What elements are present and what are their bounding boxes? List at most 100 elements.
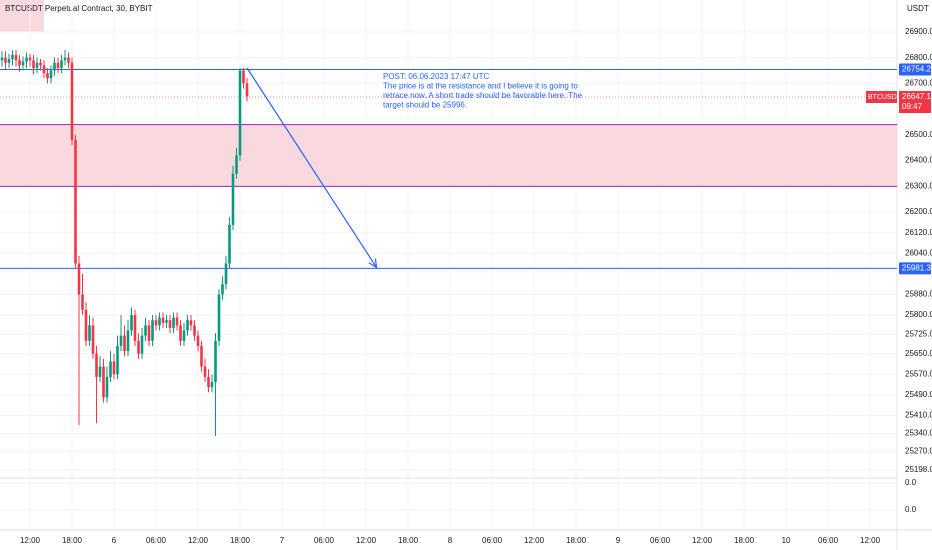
currency: USDT: [907, 4, 929, 13]
x-tick-label: 06:00: [818, 536, 839, 545]
annotation-line: The price is at the resistance and I bel…: [383, 82, 578, 91]
annotation-line: POST: 06.06.2023 17:47 UTC: [383, 72, 490, 81]
y-tick-label: 26800.0: [905, 53, 932, 62]
x-tick-label: 18:00: [230, 536, 251, 545]
candle-body: [7, 58, 11, 63]
y-tick-label: 25800.0: [905, 310, 932, 319]
symbol-label: BTCUSDT.P: [868, 94, 907, 101]
candle-body: [186, 320, 189, 331]
countdown: 09:47: [902, 102, 923, 111]
candle-body: [88, 325, 91, 341]
y-tick-label: 25198.0: [905, 465, 932, 474]
candle-body: [116, 345, 119, 375]
x-tick-label: 18:00: [398, 536, 419, 545]
candle-body: [224, 263, 228, 285]
candle-body: [214, 340, 217, 382]
x-tick-label: 06:00: [314, 536, 335, 545]
x-tick-label: 8: [448, 536, 453, 545]
candle-body: [144, 325, 147, 336]
candle-body: [91, 325, 95, 354]
candle-body: [231, 173, 235, 225]
x-tick-label: 12:00: [20, 536, 41, 545]
candle-body: [84, 309, 88, 341]
x-tick-label: 06:00: [146, 536, 167, 545]
annotation-line: target should be 25996.: [383, 101, 467, 110]
arrow-line: [246, 67, 378, 268]
candle-body: [179, 325, 182, 341]
candle-body: [32, 60, 35, 68]
candle-body: [193, 325, 196, 336]
candle-body: [137, 340, 140, 354]
price-box: [899, 91, 931, 114]
level-label-box: [899, 63, 931, 76]
candle-body: [189, 320, 193, 326]
candle-body: [4, 57, 7, 63]
candle-body: [46, 73, 49, 79]
candle-body: [39, 62, 42, 66]
candle-body: [95, 353, 98, 377]
candle-body: [105, 376, 109, 398]
level-label: 26754.2: [902, 65, 931, 74]
candle-body: [67, 57, 70, 63]
candle-body: [56, 62, 60, 68]
candle-body: [18, 60, 21, 66]
highlight: [0, 0, 44, 32]
candle-body: [182, 330, 186, 341]
candle-body: [109, 361, 112, 377]
candle-body: [228, 224, 231, 264]
x-tick-label: 18:00: [566, 536, 587, 545]
candle-body: [147, 325, 151, 341]
candle-body: [217, 294, 221, 341]
candle-body: [0, 57, 4, 61]
y-tick-label: 25270.0: [905, 447, 932, 456]
x-tick-label: 10: [782, 536, 791, 545]
y-tick-label: 25725.0: [905, 329, 932, 338]
y-tick-label: 26700.0: [905, 79, 932, 88]
y-tick-label: 25410.0: [905, 411, 932, 420]
y-tick-label: 26040.0: [905, 248, 932, 257]
candle-body: [70, 62, 74, 141]
candle-body: [112, 361, 116, 375]
arrow-head: [368, 258, 378, 269]
candle-body: [161, 317, 165, 323]
y-tick-label: 26500.0: [905, 130, 932, 139]
candle-body: [42, 65, 46, 74]
zone: [0, 124, 897, 187]
x-tick-label: 06:00: [650, 536, 671, 545]
level-label: 25981.3: [902, 264, 931, 273]
candle-body: [175, 317, 179, 326]
x-tick-label: 18:00: [62, 536, 83, 545]
x-tick-label: 9: [616, 536, 621, 545]
candle-body: [74, 140, 77, 264]
candle-body: [154, 320, 158, 326]
candle-body: [221, 284, 224, 295]
candle-body: [63, 57, 67, 61]
y-tick-label: 26200.0: [905, 207, 932, 216]
candle-body: [242, 70, 245, 84]
x-tick-label: 12:00: [860, 536, 881, 545]
candle-body: [77, 263, 81, 295]
lower-tick-label: 0.0: [905, 478, 917, 487]
candle-body: [102, 366, 105, 398]
candle-body: [210, 381, 214, 388]
x-tick-label: 18:00: [734, 536, 755, 545]
candle-body: [207, 376, 210, 388]
candle-body: [98, 366, 102, 377]
y-tick-label: 26300.0: [905, 181, 932, 190]
candle-body: [245, 83, 249, 97]
last-price-label: 26647.1: [902, 92, 931, 101]
lower-tick-label: 0.0: [905, 505, 917, 514]
candle-body: [196, 335, 200, 346]
candle-body: [130, 315, 133, 331]
candle-body: [133, 315, 137, 341]
candle-body: [123, 335, 126, 352]
candle-body: [53, 62, 56, 71]
x-tick-label: 12:00: [188, 536, 209, 545]
chart-title: BTCUSDT Perpetual Contract, 30, BYBIT: [5, 4, 153, 13]
x-tick-label: 12:00: [692, 536, 713, 545]
candle-body: [126, 330, 130, 352]
candle-body: [158, 317, 161, 326]
candle-body: [140, 335, 144, 354]
candle-body: [151, 320, 154, 341]
